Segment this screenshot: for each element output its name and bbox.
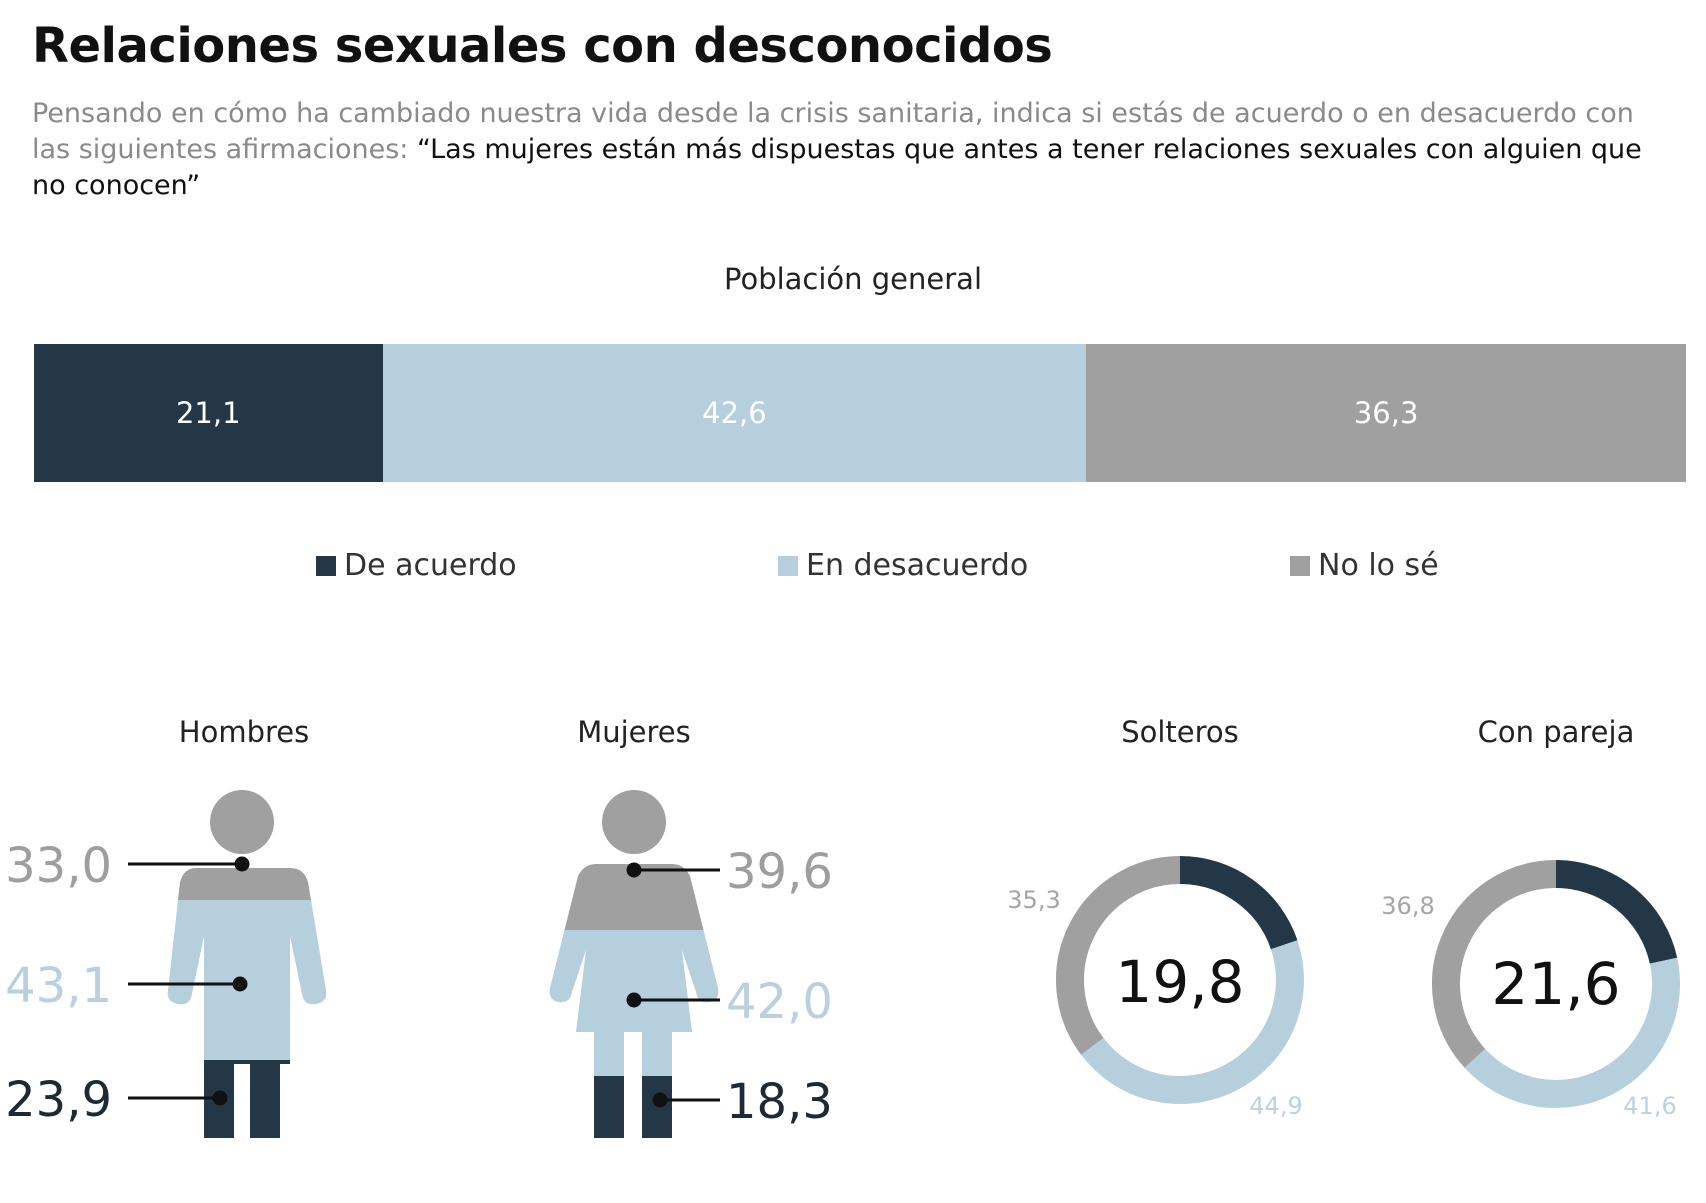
subtitle-quote: “Las mujeres están más dispuestas que an… (32, 134, 1642, 201)
legend: De acuerdo En desacuerdo No lo sé (0, 548, 1706, 588)
chart-title: Relaciones sexuales con desconocidos (32, 18, 1053, 74)
women-title: Mujeres (577, 715, 691, 749)
chart-subtitle: Pensando en cómo ha cambiado nuestra vid… (32, 96, 1652, 204)
couples-arc-en-desacuerdo (1464, 957, 1680, 1108)
singles-arc-no-lo-se (1056, 856, 1181, 1055)
woman-band-no-lo-se (549, 790, 719, 930)
man-value-en-desacuerdo: 43,1 (5, 958, 112, 1014)
singles-arc-de-acuerdo (1179, 856, 1298, 950)
legend-item-de-acuerdo: De acuerdo (316, 548, 517, 583)
legend-swatch-de-acuerdo (316, 555, 336, 576)
legend-swatch-no-lo-se (1290, 555, 1310, 576)
legend-label-no-lo-se: No lo sé (1318, 548, 1439, 583)
couples-value-no-lo-se: 36,8 (1381, 892, 1434, 920)
man-figure (167, 790, 327, 1138)
man-value-de-acuerdo: 23,9 (5, 1072, 112, 1128)
legend-label-de-acuerdo: De acuerdo (344, 548, 517, 583)
woman-value-no-lo-se: 39,6 (726, 844, 833, 900)
singles-title: Solteros (1121, 715, 1239, 749)
singles-arc-en-desacuerdo (1081, 940, 1304, 1104)
man-callout-dot-no-lo-se (234, 856, 250, 872)
woman-value-en-desacuerdo: 42,0 (726, 974, 833, 1030)
woman-callout-dot-de-acuerdo (652, 1092, 668, 1108)
couples-arc-no-lo-se (1432, 860, 1557, 1068)
woman-callout-dot-no-lo-se (626, 862, 642, 878)
couples-donut (1432, 860, 1680, 1108)
bar-segment-en-desacuerdo: 42,6 (382, 344, 1087, 482)
subtitle-intro: Pensando en cómo ha cambiado nuestra vid… (32, 98, 1634, 165)
legend-swatch-en-desacuerdo (778, 555, 798, 576)
couples-title: Con pareja (1478, 715, 1635, 749)
legend-label-en-desacuerdo: En desacuerdo (806, 548, 1029, 583)
general-population-stacked-bar: 21,1 42,6 36,3 (34, 344, 1686, 482)
woman-callout-dot-en-desacuerdo (626, 992, 642, 1008)
singles-value-en-desacuerdo: 44,9 (1249, 1092, 1302, 1120)
bar-segment-de-acuerdo: 21,1 (34, 344, 383, 482)
singles-donut (1056, 856, 1304, 1104)
singles-value-no-lo-se: 35,3 (1007, 886, 1060, 914)
man-callout-dot-en-desacuerdo (232, 976, 248, 992)
man-band-no-lo-se (167, 790, 327, 900)
man-callout-dot-de-acuerdo (212, 1090, 228, 1106)
couples-center-value: 21,6 (1491, 950, 1620, 1018)
woman-value-de-acuerdo: 18,3 (726, 1074, 833, 1130)
men-title: Hombres (179, 715, 309, 749)
couples-arc-de-acuerdo (1555, 860, 1678, 965)
bar-label-en-desacuerdo: 42,6 (702, 396, 767, 430)
couples-value-en-desacuerdo: 41,6 (1623, 1092, 1676, 1120)
general-population-title: Población general (724, 262, 982, 296)
legend-item-no-lo-se: No lo sé (1290, 548, 1439, 583)
man-value-no-lo-se: 33,0 (5, 838, 112, 894)
singles-center-value: 19,8 (1115, 948, 1244, 1016)
bar-label-de-acuerdo: 21,1 (175, 396, 241, 430)
bar-segment-no-lo-se: 36,3 (1086, 344, 1686, 482)
legend-item-en-desacuerdo: En desacuerdo (778, 548, 1028, 583)
woman-band-de-acuerdo (549, 1076, 719, 1138)
man-band-de-acuerdo (167, 1060, 327, 1138)
bar-label-no-lo-se: 36,3 (1353, 396, 1419, 430)
